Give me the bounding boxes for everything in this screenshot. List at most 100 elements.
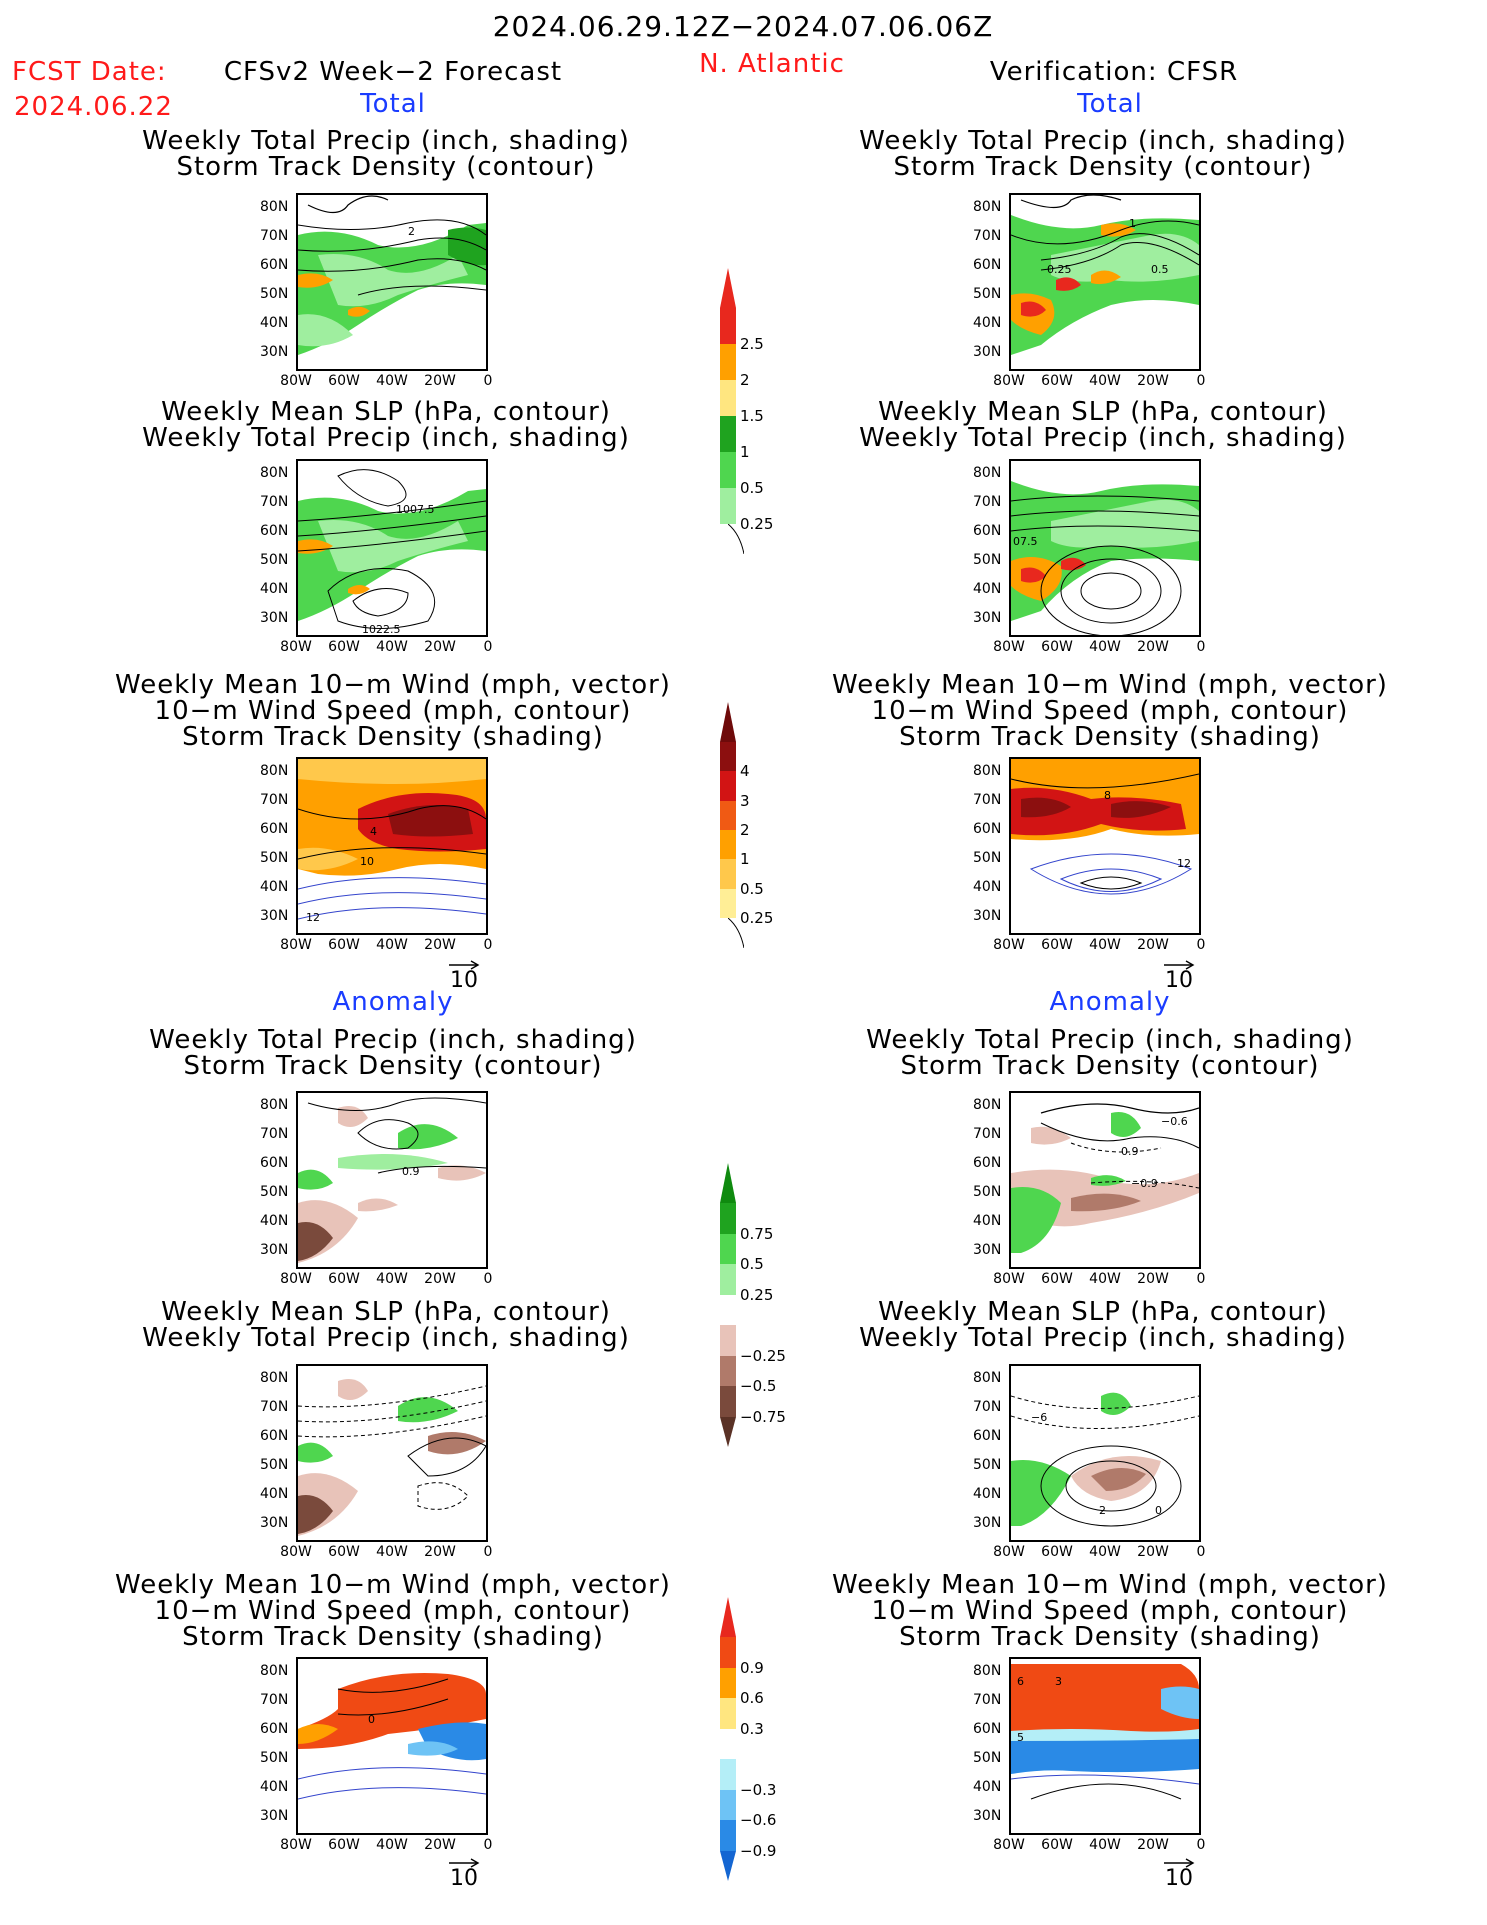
lat-tick-label: 60N — [973, 1721, 1002, 1737]
colorbar-swatch — [720, 1820, 736, 1851]
lat-tick-label: 60N — [973, 1428, 1002, 1444]
map-fcst-anom-slp — [296, 1364, 488, 1542]
colorbar-precip-anom: 0.75 0.5 0.25 −0.25 −0.5 −0.75 — [720, 1163, 786, 1447]
colorbar-swatch — [720, 1637, 736, 1668]
panel-title-fcst-anom-precip: Weekly Total Precip (inch, shading) Storm… — [149, 1025, 637, 1081]
lat-tick-label: 80N — [973, 1663, 1002, 1679]
vector-arrow-icon — [1164, 960, 1195, 970]
colorbar-label: 0.6 — [740, 1689, 764, 1708]
lon-tick-label: 40W — [1089, 1837, 1121, 1853]
panel-title-verif-anom-precip: Weekly Total Precip (inch, shading) Storm… — [866, 1025, 1354, 1081]
lat-tick-label: 50N — [260, 1457, 289, 1473]
svg-text:0.9: 0.9 — [402, 1165, 420, 1178]
map-verif-total-precip: 1 0.25 0.5 — [1009, 193, 1201, 371]
lon-tick-label: 80W — [993, 1837, 1025, 1853]
colorbar-label: 1 — [740, 443, 750, 461]
lon-tick-label: 60W — [328, 937, 360, 953]
colorbar-swatch — [720, 771, 736, 801]
lon-tick-label: 0 — [1196, 1837, 1206, 1853]
colorbar-swatch — [720, 344, 736, 380]
colorbar-top-arrow — [720, 702, 736, 742]
lon-tick-label: 20W — [424, 639, 456, 655]
colorbar-label: −0.5 — [740, 1377, 777, 1396]
lat-tick-label: 60N — [973, 523, 1002, 539]
lon-tick-label: 0 — [1196, 1544, 1206, 1560]
colorbar-swatch — [720, 888, 736, 918]
lat-tick-label: 40N — [260, 1213, 289, 1229]
colorbar-label: −0.75 — [740, 1408, 786, 1426]
lon-tick-label: 60W — [1041, 937, 1073, 953]
lat-tick-label: 70N — [260, 792, 289, 808]
lat-tick-label: 50N — [973, 850, 1002, 866]
lon-tick-label: 80W — [993, 1544, 1025, 1560]
lon-tick-label: 0 — [483, 1544, 493, 1560]
lat-tick-label: 30N — [973, 344, 1002, 360]
colorbar-swatch — [720, 1325, 736, 1356]
colorbar-label: 3 — [740, 791, 750, 810]
svg-text:−6: −6 — [1031, 1411, 1047, 1424]
colorbar-swatch — [720, 1698, 736, 1729]
colorbar-swatch — [720, 1759, 736, 1790]
colorbar-swatch — [720, 1264, 736, 1295]
colorbar-label: 0.25 — [740, 1285, 774, 1304]
lon-tick-label: 80W — [280, 1271, 312, 1287]
panel-title-verif-total-slp: Weekly Mean SLP (hPa, contour) Weekly Tot… — [859, 397, 1347, 453]
svg-text:07.5: 07.5 — [1013, 535, 1038, 548]
lon-tick-label: 40W — [376, 1271, 408, 1287]
lat-tick-label: 40N — [973, 1213, 1002, 1229]
lat-tick-label: 50N — [973, 552, 1002, 568]
lon-tick-label: 40W — [376, 373, 408, 389]
lat-tick-label: 40N — [260, 581, 289, 597]
lon-tick-label: 60W — [1041, 1544, 1073, 1560]
lon-tick-label: 40W — [1089, 1271, 1121, 1287]
lat-tick-label: 50N — [973, 1457, 1002, 1473]
colorbar-label: 0.75 — [740, 1224, 774, 1243]
lon-tick-label: 40W — [376, 1544, 408, 1560]
lat-tick-label: 80N — [973, 1097, 1002, 1113]
lat-tick-label: 30N — [260, 344, 289, 360]
lon-tick-label: 60W — [1041, 1837, 1073, 1853]
vector-reference-label: 10 — [1165, 968, 1193, 993]
lat-tick-label: 40N — [973, 1779, 1002, 1795]
lon-tick-label: 20W — [1137, 1271, 1169, 1287]
colorbar-label: 0.25 — [740, 909, 774, 927]
map-verif-anom-precip: −0.6 0.9 −0.9 — [1009, 1091, 1201, 1269]
svg-text:0: 0 — [368, 1713, 375, 1726]
colorbar-swatch — [720, 1203, 736, 1234]
lat-tick-label: 50N — [973, 1750, 1002, 1766]
colorbar-swatch — [720, 1789, 736, 1821]
lat-tick-label: 60N — [260, 1155, 289, 1171]
colorbar-label: 4 — [740, 762, 750, 781]
lat-tick-label: 40N — [973, 581, 1002, 597]
lat-tick-label: 30N — [260, 908, 289, 924]
svg-text:5: 5 — [1017, 1731, 1024, 1744]
lon-tick-label: 80W — [280, 373, 312, 389]
colorbar-swatch — [720, 1294, 736, 1326]
colorbar-swatch — [720, 859, 736, 889]
svg-text:−0.9: −0.9 — [1131, 1177, 1158, 1190]
svg-text:0.9: 0.9 — [1121, 1145, 1139, 1158]
forecast-total-heading: Total — [360, 89, 426, 119]
lon-tick-label: 0 — [1196, 373, 1206, 389]
svg-text:−0.6: −0.6 — [1161, 1115, 1188, 1128]
panel-title-verif-total-precip: Weekly Total Precip (inch, shading) Storm… — [859, 126, 1347, 182]
vector-reference: 10 — [447, 1858, 481, 1891]
colorbar-label: 1 — [740, 850, 750, 869]
colorbar-storm-total: 4 3 2 1 0.5 0.25 — [720, 702, 780, 949]
lat-tick-label: 80N — [973, 465, 1002, 481]
colorbar-swatch — [720, 742, 736, 772]
lat-tick-label: 70N — [973, 792, 1002, 808]
lat-tick-label: 70N — [973, 228, 1002, 244]
panel-title-fcst-total-wind: Weekly Mean 10−m Wind (mph, vector) 10−m … — [115, 670, 671, 752]
lon-tick-label: 60W — [328, 639, 360, 655]
lat-tick-label: 80N — [973, 763, 1002, 779]
colorbar-swatch — [720, 380, 736, 416]
lat-tick-label: 80N — [260, 1370, 289, 1386]
colorbar-label: −0.9 — [740, 1842, 777, 1860]
lon-tick-label: 60W — [328, 1544, 360, 1560]
vector-reference: 10 — [1162, 960, 1196, 993]
map-fcst-total-wind: 4 10 12 — [296, 757, 488, 935]
svg-text:1022.5: 1022.5 — [362, 623, 401, 635]
lon-tick-label: 80W — [993, 373, 1025, 389]
lat-tick-label: 60N — [973, 821, 1002, 837]
